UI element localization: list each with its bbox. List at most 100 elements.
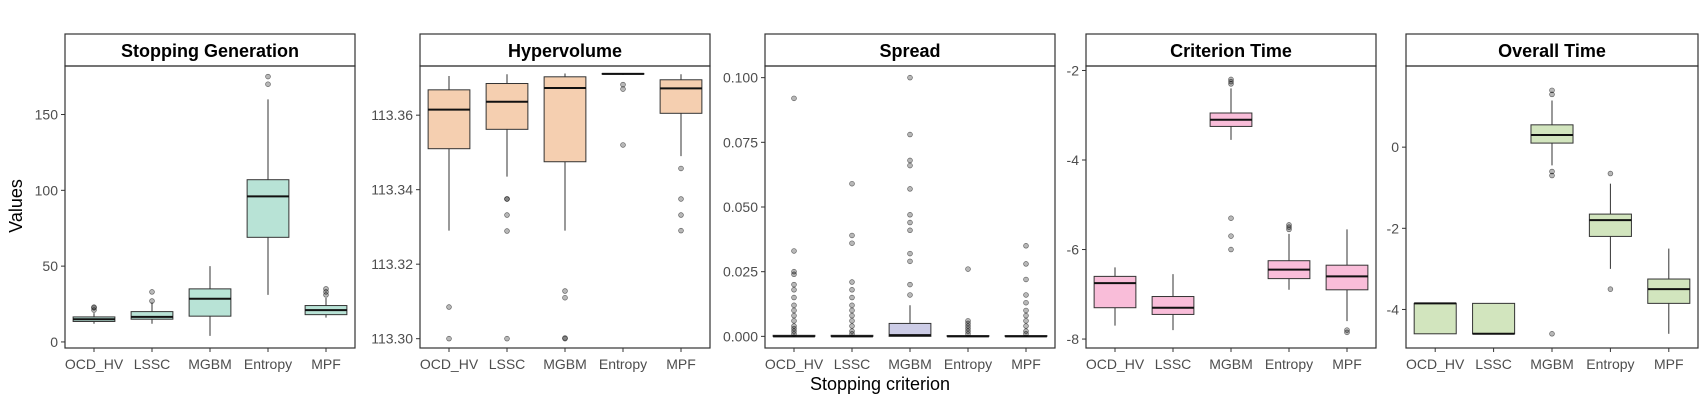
x-tick-label: MPF bbox=[666, 356, 696, 372]
outlier-point bbox=[504, 196, 510, 202]
x-tick-label: Entropy bbox=[1586, 356, 1634, 372]
outlier-point bbox=[1228, 81, 1234, 87]
box bbox=[1093, 275, 1137, 309]
x-tick-label: Entropy bbox=[1265, 356, 1313, 372]
outlier-point bbox=[849, 294, 855, 301]
box bbox=[659, 79, 703, 114]
y-tick-label: 150 bbox=[35, 107, 59, 123]
x-tick-label: OCD_HV bbox=[1086, 356, 1145, 372]
outlier-point bbox=[791, 248, 797, 254]
outlier-point bbox=[849, 287, 855, 293]
outlier-point bbox=[1023, 276, 1029, 283]
outlier-point bbox=[620, 81, 626, 88]
x-tick-label: MPF bbox=[1011, 356, 1041, 372]
outlier-point bbox=[1549, 91, 1555, 98]
outlier-point bbox=[323, 286, 329, 292]
facet-strip bbox=[764, 33, 1056, 67]
box bbox=[485, 83, 529, 130]
box bbox=[130, 311, 174, 320]
box bbox=[246, 179, 290, 238]
x-tick-label: OCD_HV bbox=[765, 356, 824, 372]
facet-strip bbox=[64, 33, 356, 67]
facet-title: Criterion Time bbox=[1170, 41, 1292, 61]
x-tick-label: MPF bbox=[1654, 356, 1684, 372]
y-tick-label: 0.025 bbox=[723, 264, 758, 280]
outlier-point bbox=[1228, 215, 1234, 221]
outlier-point bbox=[1286, 226, 1292, 233]
outlier-point bbox=[907, 281, 913, 288]
outlier-point bbox=[1023, 299, 1029, 306]
box bbox=[1325, 264, 1369, 291]
outlier-point bbox=[907, 292, 913, 298]
outlier-point bbox=[791, 281, 797, 288]
x-tick-label: OCD_HV bbox=[420, 356, 479, 372]
outlier-point bbox=[907, 219, 913, 226]
y-tick-label: 0.075 bbox=[723, 134, 758, 150]
facet-title: Hypervolume bbox=[508, 41, 622, 61]
x-tick-label: LSSC bbox=[489, 356, 526, 372]
outlier-point bbox=[620, 86, 626, 92]
outlier-point bbox=[1228, 246, 1234, 253]
outlier-point bbox=[562, 335, 568, 342]
box bbox=[1588, 213, 1632, 237]
outlier-point bbox=[907, 258, 913, 265]
facet-panel-0: Stopping Generation 0 50 100 150 OCD_HV LSSC MG… bbox=[35, 33, 356, 372]
x-tick-label: MPF bbox=[311, 356, 341, 372]
box bbox=[1530, 124, 1574, 144]
x-tick-label: LSSC bbox=[834, 356, 871, 372]
y-axis-title: Values bbox=[6, 179, 26, 233]
outlier-point bbox=[1549, 168, 1555, 175]
outlier-point bbox=[1607, 170, 1614, 177]
outlier-point bbox=[620, 142, 626, 148]
outlier-point bbox=[1344, 329, 1350, 336]
outlier-point bbox=[849, 323, 855, 329]
box bbox=[1413, 302, 1457, 335]
y-tick-label: -2 bbox=[1067, 62, 1080, 78]
outlier-point bbox=[965, 266, 971, 272]
outlier-point bbox=[849, 232, 855, 239]
outlier-point bbox=[965, 318, 971, 324]
outlier-point bbox=[1023, 261, 1029, 267]
x-tick-label: LSSC bbox=[134, 356, 171, 372]
facet-strip bbox=[1405, 33, 1699, 67]
outlier-point bbox=[791, 268, 797, 275]
outlier-point bbox=[265, 81, 271, 87]
outlier-point bbox=[1549, 331, 1555, 337]
y-tick-label: 100 bbox=[35, 182, 59, 198]
outlier-point bbox=[1549, 87, 1555, 94]
x-tick-label: Entropy bbox=[944, 356, 992, 372]
outlier-point bbox=[265, 73, 271, 80]
x-tick-label: LSSC bbox=[1475, 356, 1512, 372]
y-tick-label: -6 bbox=[1067, 242, 1080, 258]
outlier-point bbox=[849, 302, 855, 309]
outlier-point bbox=[791, 318, 797, 324]
outlier-point bbox=[907, 131, 913, 138]
outlier-point bbox=[849, 180, 855, 187]
outlier-point bbox=[1228, 233, 1234, 239]
x-tick-label: MGBM bbox=[1530, 356, 1574, 372]
outlier-point bbox=[1549, 172, 1555, 179]
outlier-point bbox=[1023, 318, 1029, 324]
outlier-point bbox=[849, 318, 855, 324]
outlier-point bbox=[907, 212, 913, 218]
outlier-point bbox=[678, 227, 684, 234]
facet-panel-1: Hypervolume 113.30 113.32 113.34 113.36 OCD_H… bbox=[371, 33, 711, 372]
outlier-point bbox=[562, 294, 568, 301]
y-tick-label: 113.36 bbox=[371, 107, 413, 123]
box bbox=[888, 322, 932, 337]
facet-title: Spread bbox=[879, 41, 940, 61]
facet-panel-2: Spread 0.000 0.025 0.050 0.075 0.100 OCD_HV LSS… bbox=[723, 33, 1056, 372]
box bbox=[1151, 296, 1195, 315]
outlier-point bbox=[1023, 328, 1029, 334]
outlier-point bbox=[849, 279, 855, 285]
outlier-point bbox=[907, 162, 913, 169]
outlier-point bbox=[1607, 286, 1614, 292]
x-tick-label: Entropy bbox=[599, 356, 647, 372]
outlier-point bbox=[1023, 292, 1029, 298]
y-tick-label: -8 bbox=[1067, 331, 1080, 347]
facet-title: Overall Time bbox=[1498, 41, 1606, 61]
x-tick-label: MGBM bbox=[1209, 356, 1253, 372]
outlier-point bbox=[1023, 312, 1029, 319]
y-tick-label: 113.30 bbox=[371, 331, 413, 347]
